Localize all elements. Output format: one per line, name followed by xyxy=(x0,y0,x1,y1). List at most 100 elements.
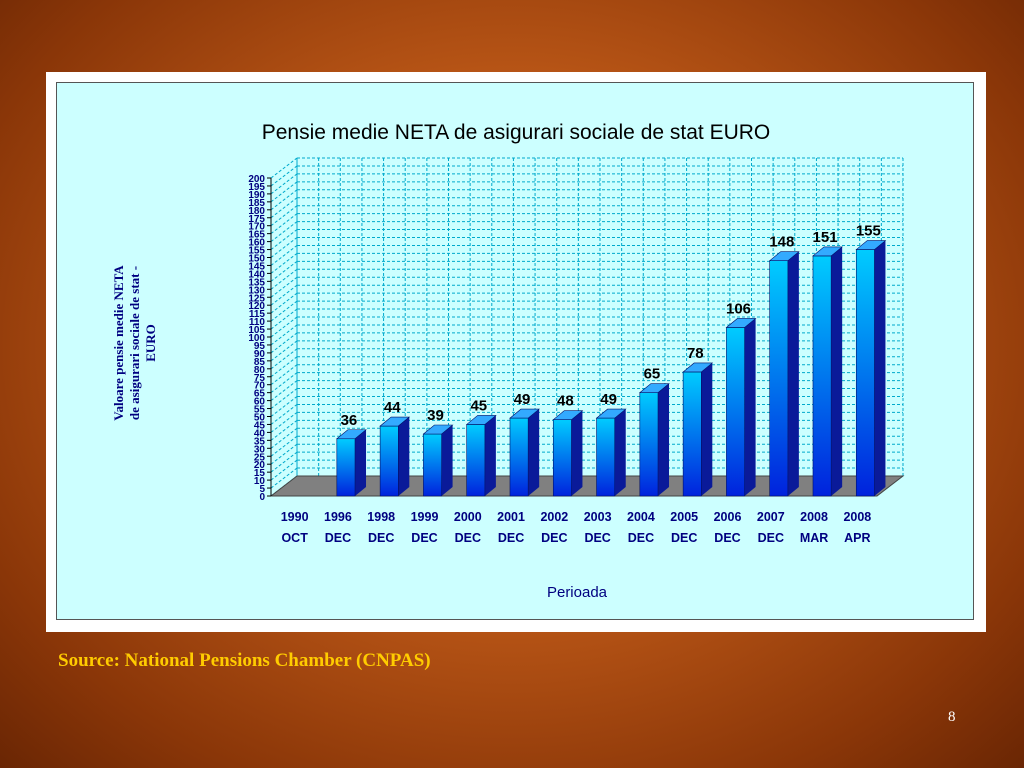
x-tick-label-year: 1996 xyxy=(324,510,352,524)
gridline-side xyxy=(270,396,298,417)
gridline-side xyxy=(270,300,298,322)
bar-side xyxy=(398,417,410,496)
data-label: 49 xyxy=(514,391,531,408)
data-label: 45 xyxy=(470,397,487,414)
gridline-side xyxy=(270,173,298,195)
gridline-side xyxy=(270,205,298,227)
y-tick-label: 160 xyxy=(248,238,265,249)
y-axis-label-line: Valoare pensie medie NETA xyxy=(111,265,126,421)
bar-chart: Pensie medie NETA de asigurari sociale d… xyxy=(111,121,905,601)
y-tick-label: 30 xyxy=(254,444,266,455)
gridline-side xyxy=(270,308,298,330)
gridline-side xyxy=(270,332,298,354)
y-tick-label: 90 xyxy=(254,349,266,360)
y-tick-label: 155 xyxy=(248,246,265,257)
y-tick-label: 150 xyxy=(248,254,265,265)
y-tick-label: 35 xyxy=(254,436,266,447)
x-tick-label-year: 1999 xyxy=(411,510,439,524)
bar xyxy=(336,438,356,497)
data-label: 65 xyxy=(644,366,661,383)
y-tick-label: 125 xyxy=(248,293,265,304)
data-label: 49 xyxy=(600,391,617,408)
gridline-side xyxy=(270,459,298,481)
bar-top xyxy=(682,362,714,373)
x-tick-label-month: DEC xyxy=(368,531,394,545)
y-tick-label: 60 xyxy=(254,397,266,408)
x-tick-label-month: APR xyxy=(844,531,870,545)
y-tick-label: 180 xyxy=(248,206,265,217)
gridline-side xyxy=(270,435,298,457)
gridline-side xyxy=(270,372,298,394)
x-tick-label-month: MAR xyxy=(800,531,828,545)
data-label: 78 xyxy=(687,345,704,362)
x-tick-label-month: DEC xyxy=(628,531,654,545)
y-tick-label: 135 xyxy=(248,277,265,288)
bar-side xyxy=(528,409,540,496)
gridline-side xyxy=(270,451,298,473)
y-tick-label: 75 xyxy=(254,373,266,384)
chart-area: Pensie medie NETA de asigurari sociale d… xyxy=(56,82,974,620)
gridline-side xyxy=(270,221,298,242)
gridline-side xyxy=(270,340,298,362)
y-tick-label: 65 xyxy=(254,389,266,400)
x-tick-label-year: 2008 xyxy=(800,510,828,524)
y-tick-label: 145 xyxy=(248,261,265,272)
chart-frame: Pensie medie NETA de asigurari sociale d… xyxy=(46,72,986,632)
x-tick-label-month: DEC xyxy=(455,531,481,545)
y-tick-label: 5 xyxy=(259,484,265,495)
x-tick-label-month: DEC xyxy=(541,531,567,545)
data-label: 155 xyxy=(856,223,881,240)
x-tick-label-year: 2000 xyxy=(454,510,482,524)
bar-top xyxy=(855,240,887,250)
gridline-side xyxy=(270,388,298,409)
bar xyxy=(726,327,745,497)
gridline-side xyxy=(270,245,298,266)
x-tick-label-month: DEC xyxy=(714,531,740,545)
data-label: 148 xyxy=(769,234,794,251)
bar-top xyxy=(725,318,757,328)
gridline-side xyxy=(270,229,298,250)
gridline-side xyxy=(270,157,298,179)
x-tick-label-month: DEC xyxy=(498,531,524,545)
gridline-side xyxy=(270,284,298,306)
y-tick-label: 100 xyxy=(248,333,265,344)
bar-top xyxy=(638,383,670,393)
gridline-side xyxy=(270,316,298,338)
bar xyxy=(812,255,832,497)
x-tick-label-year: 2004 xyxy=(627,510,655,524)
x-tick-label-year: 2002 xyxy=(540,510,568,524)
bar-side xyxy=(441,424,453,496)
y-tick-label: 0 xyxy=(259,492,265,503)
gridline-side xyxy=(270,348,298,370)
bar xyxy=(682,371,702,497)
y-axis-label: Valoare pensie medie NETA de asigurari so… xyxy=(111,265,158,421)
x-tick-label-year: 2008 xyxy=(843,510,871,524)
bar xyxy=(379,425,399,497)
y-tick-label: 170 xyxy=(248,222,265,233)
bar-top xyxy=(465,415,497,425)
y-tick-label: 20 xyxy=(254,460,266,471)
bar xyxy=(855,249,875,497)
x-tick-label-year: 1990 xyxy=(281,510,309,524)
gridline-side xyxy=(270,427,298,449)
y-tick-label: 105 xyxy=(248,325,265,336)
bar-side xyxy=(787,251,799,496)
y-tick-label: 85 xyxy=(254,357,266,368)
y-tick-label: 45 xyxy=(254,420,266,431)
page-number: 8 xyxy=(948,709,956,725)
y-tick-label: 10 xyxy=(254,476,266,487)
bar-side xyxy=(701,362,713,496)
y-tick-label: 120 xyxy=(248,301,265,312)
y-tick-label: 95 xyxy=(254,341,266,352)
bar-top xyxy=(812,246,844,257)
gridline-side xyxy=(270,443,298,465)
chart-title: Pensie medie NETA de asigurari sociale d… xyxy=(262,121,771,144)
x-axis-label: Perioada xyxy=(547,584,608,601)
x-tick-label-month: DEC xyxy=(758,531,784,545)
x-tick-label-year: 2001 xyxy=(497,510,525,524)
gridline-side xyxy=(270,467,298,489)
y-axis-label-line: de asigurari sociale de stat - xyxy=(127,266,142,420)
data-label: 106 xyxy=(726,300,751,317)
x-tick-label-year: 1998 xyxy=(367,510,395,524)
gridline-side xyxy=(270,404,298,425)
